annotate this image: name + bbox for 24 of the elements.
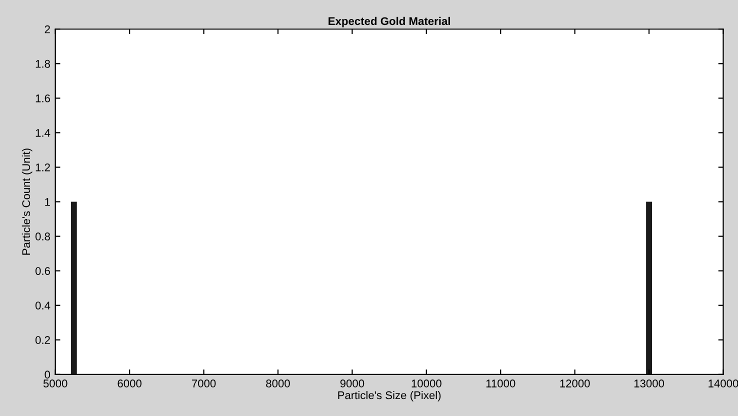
x-tick-label: 11000 — [486, 380, 516, 388]
x-axis-title: Particle's Size (Pixel) — [338, 391, 441, 402]
x-tick-label: 13000 — [634, 380, 664, 388]
y-tick-label: 1.2 — [36, 164, 50, 172]
x-tick-label: 5000 — [43, 380, 68, 388]
y-tick-label: 1.4 — [36, 129, 50, 137]
x-tick-label: 8000 — [266, 380, 290, 388]
y-tick-label: 1.8 — [36, 60, 50, 68]
y-tick-label: 0.8 — [35, 232, 50, 240]
x-tick-label: 12000 — [560, 380, 590, 388]
y-tick-label: 0 — [44, 370, 50, 379]
chart-title: Expected Gold Material — [328, 16, 450, 28]
x-tick-label: 7000 — [192, 380, 216, 388]
y-tick-label: 1 — [45, 198, 50, 206]
y-tick-label: 0.6 — [35, 267, 50, 275]
x-tick-label: 14000 — [708, 380, 738, 388]
x-tick-label: 10000 — [412, 380, 442, 388]
x-tick-label: 6000 — [118, 380, 142, 388]
y-tick-label: 0.2 — [35, 336, 50, 344]
x-tick-label: 9000 — [340, 380, 364, 388]
y-axis-title: Particle's Count (Unit) — [22, 148, 32, 255]
y-tick-label: 1.6 — [36, 94, 50, 102]
y-tick-label: 2 — [44, 25, 50, 34]
y-tick-label: 0.4 — [35, 302, 50, 310]
